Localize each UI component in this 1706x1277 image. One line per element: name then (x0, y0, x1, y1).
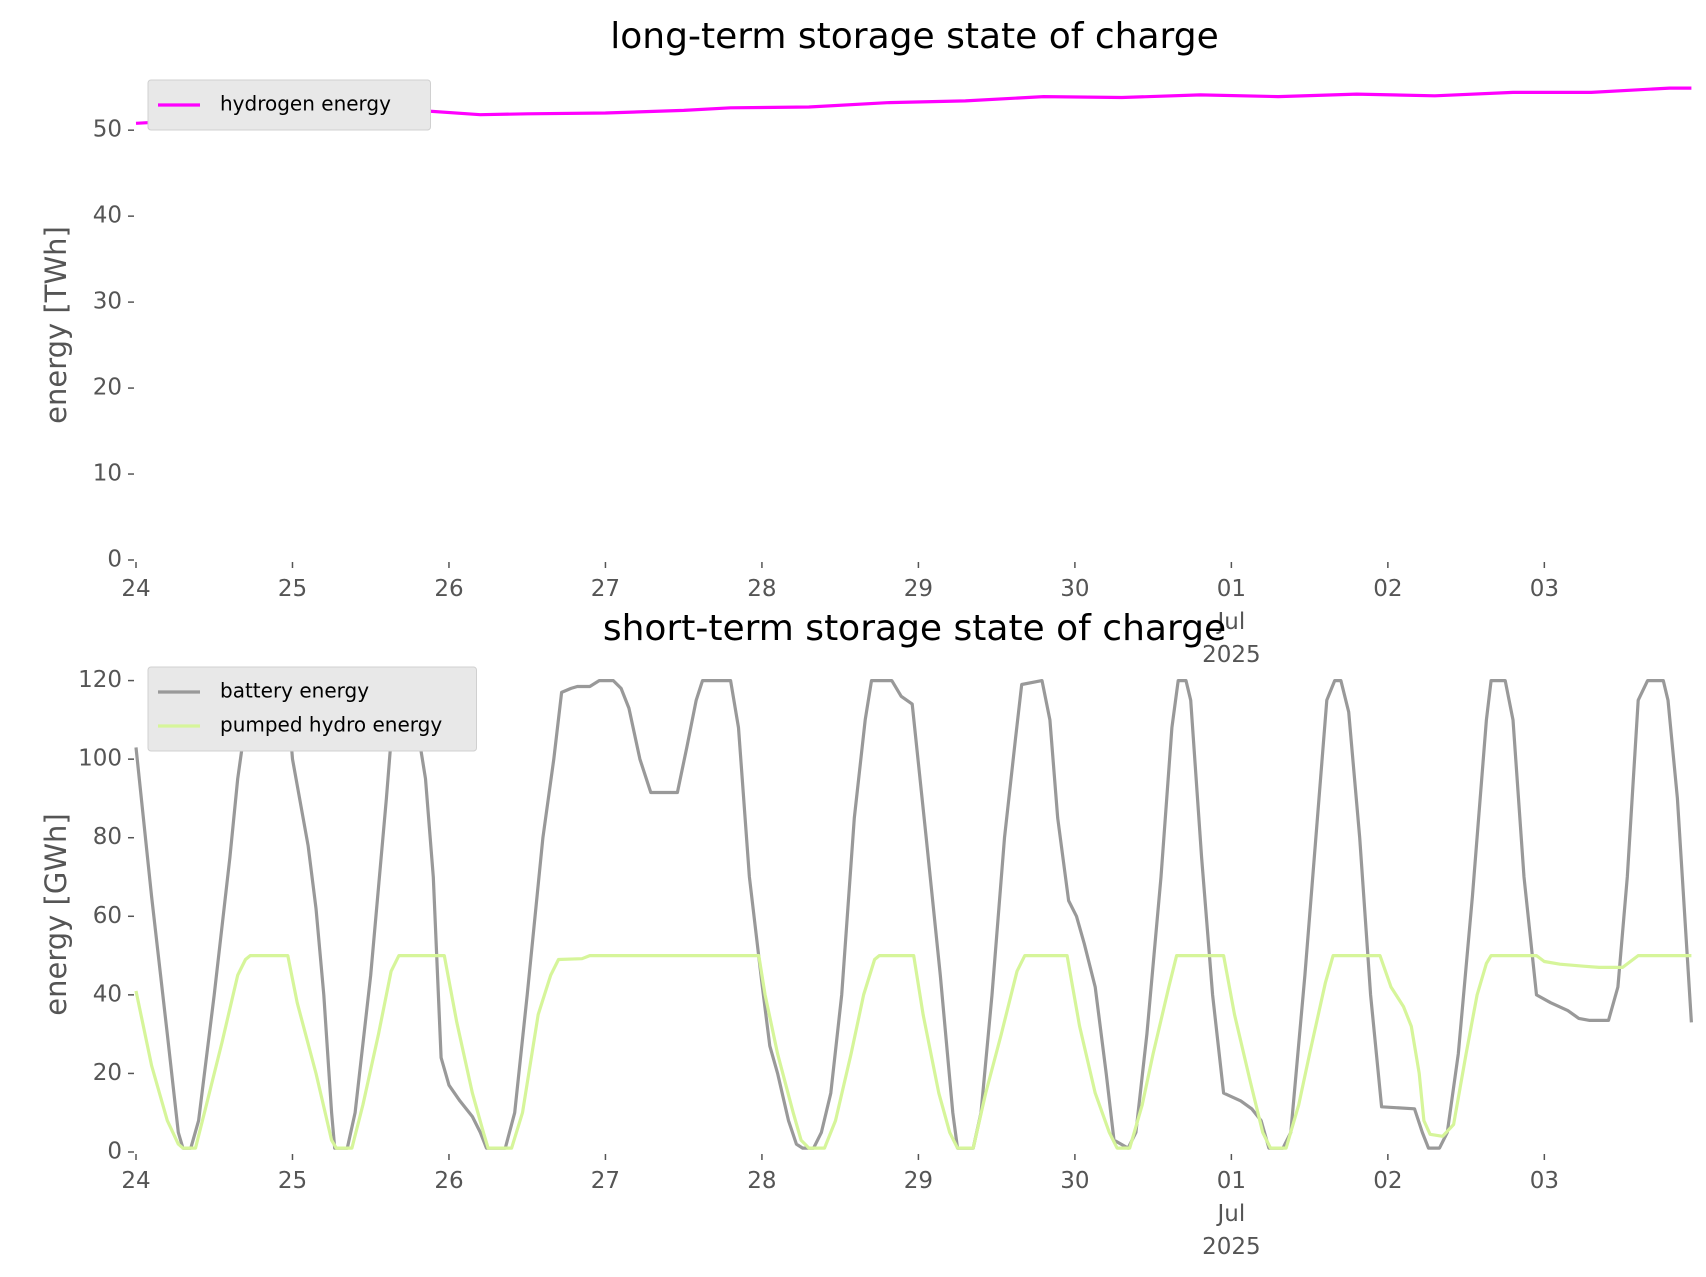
chart-title: short-term storage state of charge (603, 608, 1226, 649)
legend-label: hydrogen energy (220, 92, 391, 116)
series-line (134, 954, 1692, 1150)
y-tick-label: 60 (93, 903, 122, 929)
y-tick-label: 40 (93, 203, 122, 229)
x-tick-label: 03 (1530, 576, 1559, 602)
y-tick-label: 100 (78, 746, 122, 772)
x-tick-label: 01 Jul 2025 (1202, 576, 1261, 668)
y-tick-label: 40 (93, 981, 122, 1007)
x-tick-label: 03 (1530, 1168, 1559, 1194)
x-tick-label: 28 (747, 1168, 776, 1194)
y-tick-label: 0 (107, 1139, 122, 1165)
y-tick-label: 20 (93, 375, 122, 401)
y-tick-label: 80 (93, 824, 122, 850)
legend-box (147, 666, 477, 752)
legend-box (147, 79, 431, 131)
x-tick-label: 24 (121, 1168, 150, 1194)
x-tick-label: 25 (278, 1168, 307, 1194)
y-tick-label: 30 (93, 289, 122, 315)
x-tick-label: 24 (121, 576, 150, 602)
x-tick-label: 25 (278, 576, 307, 602)
y-tick-label: 120 (78, 667, 122, 693)
y-tick-label: 0 (107, 547, 122, 573)
x-tick-label: 27 (591, 1168, 620, 1194)
y-tick-label: 10 (93, 461, 122, 487)
legend-label: battery energy (220, 679, 369, 703)
x-tick-label: 26 (434, 576, 463, 602)
x-tick-label: 02 (1373, 1168, 1402, 1194)
chart-title: long-term storage state of charge (610, 16, 1218, 57)
x-tick-label: 02 (1373, 576, 1402, 602)
x-tick-label: 29 (904, 576, 933, 602)
x-tick-label: 26 (434, 1168, 463, 1194)
x-tick-label: 30 (1060, 576, 1089, 602)
x-tick-label: 01 Jul 2025 (1202, 1168, 1261, 1260)
y-tick-label: 50 (93, 117, 122, 143)
legend-label: pumped hydro energy (220, 713, 442, 737)
y-tick-label: 20 (93, 1060, 122, 1086)
x-tick-label: 29 (904, 1168, 933, 1194)
y-axis-label: energy [TWh] (39, 226, 73, 424)
x-tick-label: 27 (591, 576, 620, 602)
y-axis-label: energy [GWh] (39, 813, 73, 1015)
x-tick-label: 28 (747, 576, 776, 602)
x-tick-label: 30 (1060, 1168, 1089, 1194)
